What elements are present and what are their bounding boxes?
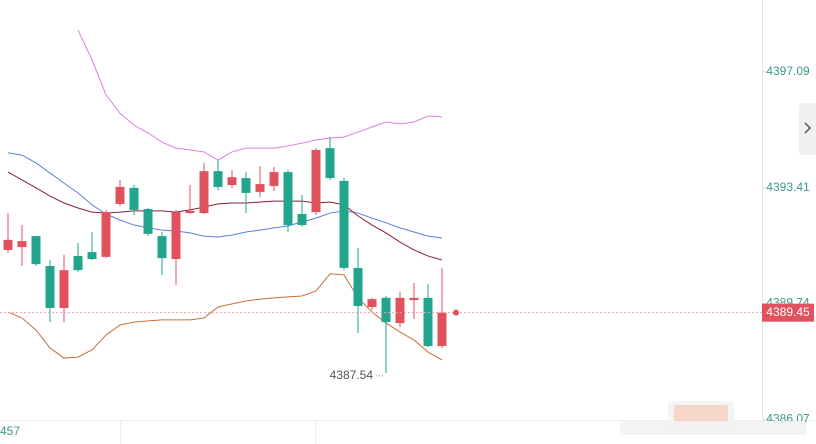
candle-body [87, 252, 97, 260]
candle-body [129, 187, 139, 210]
price-dot [453, 309, 459, 316]
candle-body [73, 255, 83, 271]
candle-body [409, 297, 419, 301]
candle-body [31, 236, 41, 265]
footer-text: 457 [0, 424, 20, 438]
candle-body [437, 312, 447, 347]
price-tag-label: 4389.45 [766, 305, 810, 319]
candle-body [17, 241, 27, 248]
candle-body [255, 184, 265, 192]
candle-body [423, 297, 433, 347]
indicator-line [7, 152, 443, 239]
indicator-line [7, 171, 443, 261]
candle-body [381, 297, 391, 323]
toolbar[interactable] [620, 421, 806, 435]
candle-body [101, 212, 111, 257]
y-tick-label: 4393.41 [766, 180, 810, 194]
candle-body [325, 148, 335, 179]
candle-body [3, 239, 13, 250]
chevron[interactable] [804, 122, 812, 134]
indicator-line [77, 29, 443, 161]
candle-body [199, 171, 209, 214]
candle-body [311, 150, 321, 213]
candle-body [395, 297, 405, 324]
candle-body [269, 172, 279, 186]
candle-body [171, 212, 181, 260]
side-tab[interactable] [799, 103, 816, 155]
candle-body [353, 267, 363, 307]
candle-body [283, 172, 293, 226]
candle-body [241, 178, 251, 193]
candle-body [367, 299, 377, 307]
plot-area: 4387.54 [0, 29, 762, 382]
candle-body [185, 210, 195, 214]
y-tick-label: 4397.09 [766, 64, 810, 78]
candle-body [339, 180, 349, 268]
candle-body [115, 186, 125, 204]
candle-body [45, 266, 55, 308]
indicator-line [7, 273, 443, 361]
candle-body [157, 236, 167, 259]
watermark-inner [674, 405, 728, 423]
candle-body [297, 214, 307, 226]
candle-body [213, 171, 223, 187]
price-tag [762, 303, 814, 322]
candle-body [227, 177, 237, 186]
low-annotation: 4387.54 [330, 368, 374, 382]
candle-body [143, 208, 153, 234]
candle-body [59, 270, 69, 308]
